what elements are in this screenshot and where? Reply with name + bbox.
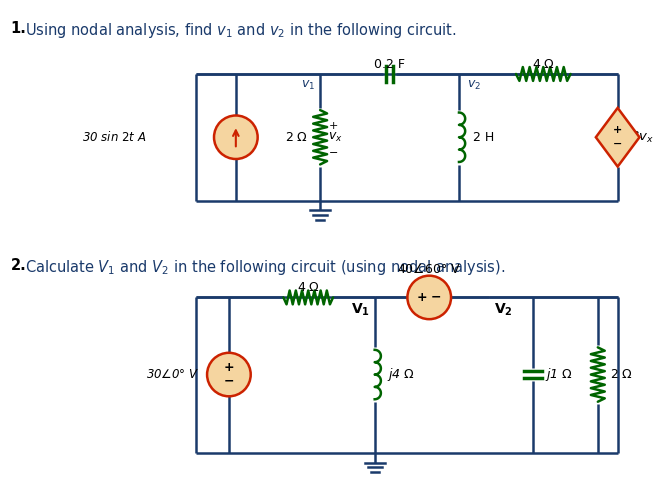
Text: $j$1 $\Omega$: $j$1 $\Omega$ [545, 366, 573, 383]
Text: 3$v_x$: 3$v_x$ [630, 130, 653, 145]
Text: 40$\angle$60° V: 40$\angle$60° V [397, 262, 461, 276]
Text: 2 $\Omega$: 2 $\Omega$ [610, 368, 633, 381]
Ellipse shape [207, 353, 251, 396]
Ellipse shape [407, 276, 451, 319]
Text: 4 $\Omega$: 4 $\Omega$ [297, 282, 320, 294]
Text: $j$4 $\Omega$: $j$4 $\Omega$ [386, 366, 415, 383]
Text: $v_2$: $v_2$ [467, 79, 481, 92]
Text: Calculate $V_1$ and $V_2$ in the following circuit (using nodal analysis).: Calculate $V_1$ and $V_2$ in the followi… [25, 258, 505, 277]
Text: 30 sin $2t$ A: 30 sin $2t$ A [82, 130, 146, 144]
Text: Using nodal analysis, find $v_1$ and $v_2$ in the following circuit.: Using nodal analysis, find $v_1$ and $v_… [25, 21, 456, 40]
Ellipse shape [214, 116, 257, 159]
Text: $v_1$: $v_1$ [301, 79, 315, 92]
Text: +: + [417, 291, 427, 304]
Text: +: + [613, 125, 622, 135]
Text: $v_x$: $v_x$ [328, 131, 343, 144]
Text: 2 H: 2 H [473, 131, 494, 144]
Text: 2 $\Omega$: 2 $\Omega$ [285, 131, 308, 144]
Text: +: + [224, 361, 235, 374]
Text: 1.: 1. [11, 21, 27, 36]
Text: $\mathbf{V_2}$: $\mathbf{V_2}$ [494, 301, 513, 318]
Text: $-$: $-$ [328, 146, 338, 156]
Text: 30$\angle$0° V: 30$\angle$0° V [146, 368, 199, 381]
Text: $+$: $+$ [328, 120, 338, 131]
Text: 2.: 2. [11, 258, 26, 273]
Text: −: − [224, 375, 234, 388]
Text: 4 $\Omega$: 4 $\Omega$ [532, 58, 555, 71]
Text: −: − [431, 291, 442, 304]
Polygon shape [596, 108, 640, 166]
Text: $\mathbf{V_1}$: $\mathbf{V_1}$ [351, 301, 370, 318]
Text: −: − [613, 139, 622, 149]
Text: 0.2 F: 0.2 F [374, 58, 405, 71]
